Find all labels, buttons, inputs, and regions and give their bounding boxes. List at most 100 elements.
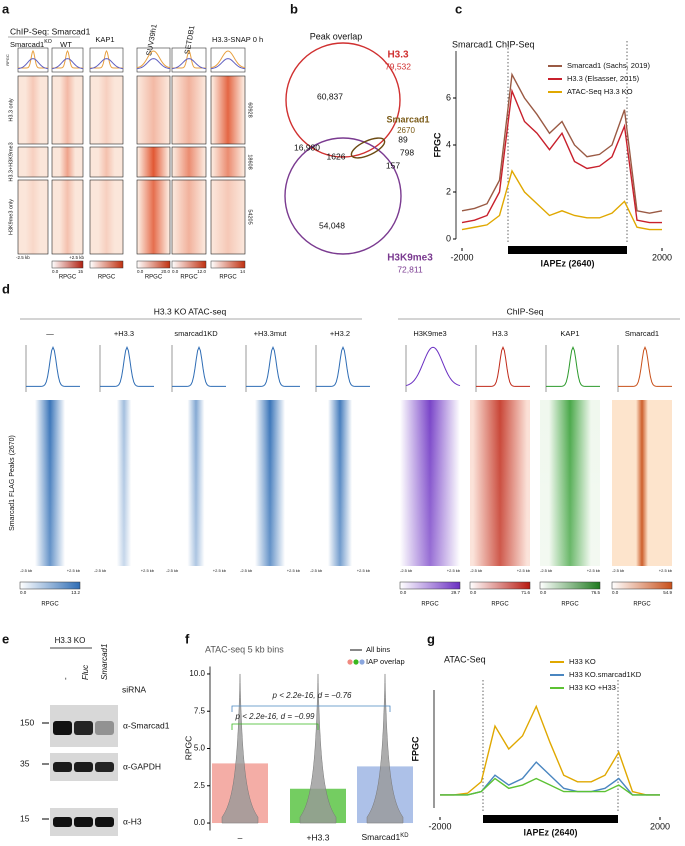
- profile-frame: [89, 47, 124, 73]
- label: ChIP-Seq: [507, 306, 544, 316]
- label: RPGC: [183, 736, 193, 761]
- profile-curve: [52, 49, 83, 69]
- colorbar-min: 0.0: [612, 590, 619, 595]
- heatmap-frame: [89, 75, 124, 145]
- profile-curve: [316, 345, 370, 387]
- legend-label: H33 KO +H33: [569, 683, 616, 692]
- label: 15: [20, 813, 30, 823]
- heatmap-frame: [51, 179, 84, 255]
- heatmap-frame: [17, 146, 49, 178]
- x-tick-label: –: [238, 832, 243, 842]
- heatmap-fade: [20, 400, 80, 566]
- venn-count: 54,048: [319, 220, 345, 230]
- colorbar-label: RPGC: [41, 602, 59, 608]
- range-label: +2.5 kb: [447, 568, 461, 573]
- label: 60928: [247, 102, 253, 117]
- heatmap-frame: [210, 146, 246, 178]
- colorbar: [171, 260, 207, 269]
- panel-letter: a: [2, 1, 10, 16]
- venn-set: [285, 42, 401, 158]
- colorbar: [89, 260, 124, 269]
- heatmap-fade: [310, 400, 370, 566]
- colorbar-max: 20.0: [161, 269, 170, 274]
- venn-count: 798: [400, 147, 414, 157]
- y-tick-label: 6: [446, 92, 451, 102]
- venn-set: [284, 137, 402, 255]
- panel-letter: f: [185, 631, 190, 646]
- series-line: [461, 88, 662, 224]
- label: α-Smarcad1: [123, 720, 170, 730]
- label: FPGC: [432, 132, 442, 158]
- x-tick-label: Smarcad1KD: [362, 832, 409, 842]
- heatmap-signal: [211, 180, 245, 254]
- colorbar: [19, 581, 81, 590]
- profile-frame: [210, 47, 246, 73]
- heatmap-frame: [136, 179, 171, 255]
- profile-curve: [136, 50, 171, 69]
- legend-label: H3.3 (Elsasser, 2015): [567, 74, 640, 83]
- label-base: Smarcad1: [362, 832, 401, 842]
- colorbar: [611, 581, 673, 590]
- colorbar: [51, 260, 84, 269]
- profile-curve: [210, 58, 246, 70]
- heatmap-frame: [89, 146, 124, 178]
- profile-curve: [171, 58, 207, 70]
- label: H3.3-SNAP 0 h: [212, 35, 263, 44]
- profile-frame: [171, 47, 207, 73]
- label: 72,811: [397, 264, 423, 274]
- legend-label: IAP overlap: [366, 657, 405, 666]
- band: [53, 721, 72, 735]
- colorbar-max: 29.7: [451, 590, 460, 595]
- range-label: +2.5 kb: [213, 568, 227, 573]
- panel-letter: c: [455, 1, 462, 16]
- colorbar-label: RPGC: [180, 275, 198, 281]
- profile-curve: [210, 50, 246, 69]
- colorbar-max: 14: [240, 269, 246, 274]
- heatmap-signal: [18, 76, 48, 144]
- series-line: [461, 169, 662, 231]
- range-label: +2.5 kb: [517, 568, 531, 573]
- y-tick-label: 2.5: [194, 781, 206, 790]
- series-line: [440, 704, 660, 796]
- y-tick-label: 2: [446, 186, 451, 196]
- venn-count: 16,980: [294, 142, 320, 152]
- label: p < 2.2e-16, d = −0.99: [235, 712, 316, 721]
- colorbar-min: 0.0: [172, 269, 179, 274]
- profile-curve: [90, 50, 123, 69]
- chart-title: Smarcad1 ChIP-Seq: [452, 39, 535, 49]
- profile-curve: [51, 58, 84, 70]
- colorbar-min: 0.0: [400, 590, 407, 595]
- y-tick-label: 10.0: [189, 669, 205, 678]
- heatmap-frame: [17, 179, 49, 255]
- heatmap-signal: [52, 180, 83, 254]
- range-label: -2.5 kb: [470, 568, 483, 573]
- band: [74, 817, 93, 827]
- venn-count: 89: [398, 134, 408, 144]
- label: α-GAPDH: [123, 761, 161, 771]
- heatmap-signal: [90, 76, 123, 144]
- label: FPGC: [410, 736, 420, 762]
- range-label: -2.5 kb: [240, 568, 253, 573]
- series-line: [440, 777, 660, 796]
- panel-letter: d: [2, 281, 10, 296]
- venn-count: 1626: [327, 151, 346, 161]
- x-tick-label: -2000: [428, 821, 451, 831]
- legend-label: H33 KO.smarcad1KD: [569, 670, 642, 679]
- heatmap-frame: [171, 179, 207, 255]
- colorbar-label: RPGC: [219, 275, 237, 281]
- label: α-H3: [123, 816, 142, 826]
- heatmap-signal: [52, 147, 83, 177]
- label: 79,532: [385, 61, 411, 71]
- heatmap-fade: [240, 400, 300, 566]
- label: H3K9me3: [387, 253, 433, 264]
- legend-label: ATAC-Seq H3.3 KO: [567, 87, 633, 96]
- colorbar-max: 71.6: [521, 590, 530, 595]
- heatmap-signal: [18, 147, 48, 177]
- venn-count: 157: [386, 160, 400, 170]
- colorbar-min: 0.0: [470, 590, 477, 595]
- colorbar-label: RPGC: [633, 602, 651, 608]
- range-label: -2.5 kb: [400, 568, 413, 573]
- heatmap-frame: [136, 146, 171, 178]
- heatmap-signal: [172, 180, 206, 254]
